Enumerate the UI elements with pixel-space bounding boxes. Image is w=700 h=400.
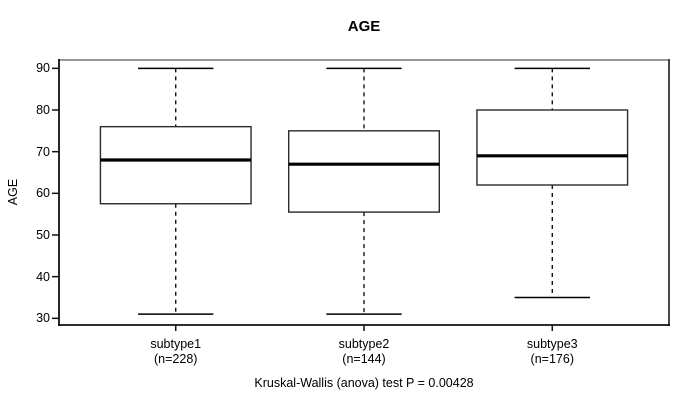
y-tick-label: 60: [36, 186, 50, 201]
group-name: subtype1: [150, 337, 202, 351]
y-tick-label: 80: [36, 103, 50, 117]
y-tick-label: 50: [36, 228, 50, 242]
iqr-box-subtype2: [287, 130, 441, 213]
group-name: subtype2: [338, 337, 390, 351]
y-tick-label: 70: [36, 144, 50, 159]
iqr-box-subtype1: [99, 125, 252, 205]
y-tick-label: 90: [36, 61, 50, 76]
y-tick-label: 30: [36, 311, 50, 326]
group-n-count: (n=176): [530, 351, 574, 366]
group-name: subtype3: [526, 337, 578, 351]
group-n-count: (n=228): [154, 351, 198, 366]
group-n-count: (n=144): [342, 351, 386, 366]
iqr-box-subtype3: [476, 109, 629, 186]
x-group-label-subtype3: subtype3 (n=176): [482, 337, 622, 366]
chart-title: AGE: [347, 18, 381, 35]
y-tick-label: 40: [36, 269, 50, 284]
x-group-label-subtype2: subtype2 (n=144): [294, 337, 434, 366]
stat-test-annotation: Kruskal-Wallis (anova) test P = 0.00428: [254, 376, 474, 390]
x-group-label-subtype1: subtype1 (n=228): [106, 337, 246, 366]
